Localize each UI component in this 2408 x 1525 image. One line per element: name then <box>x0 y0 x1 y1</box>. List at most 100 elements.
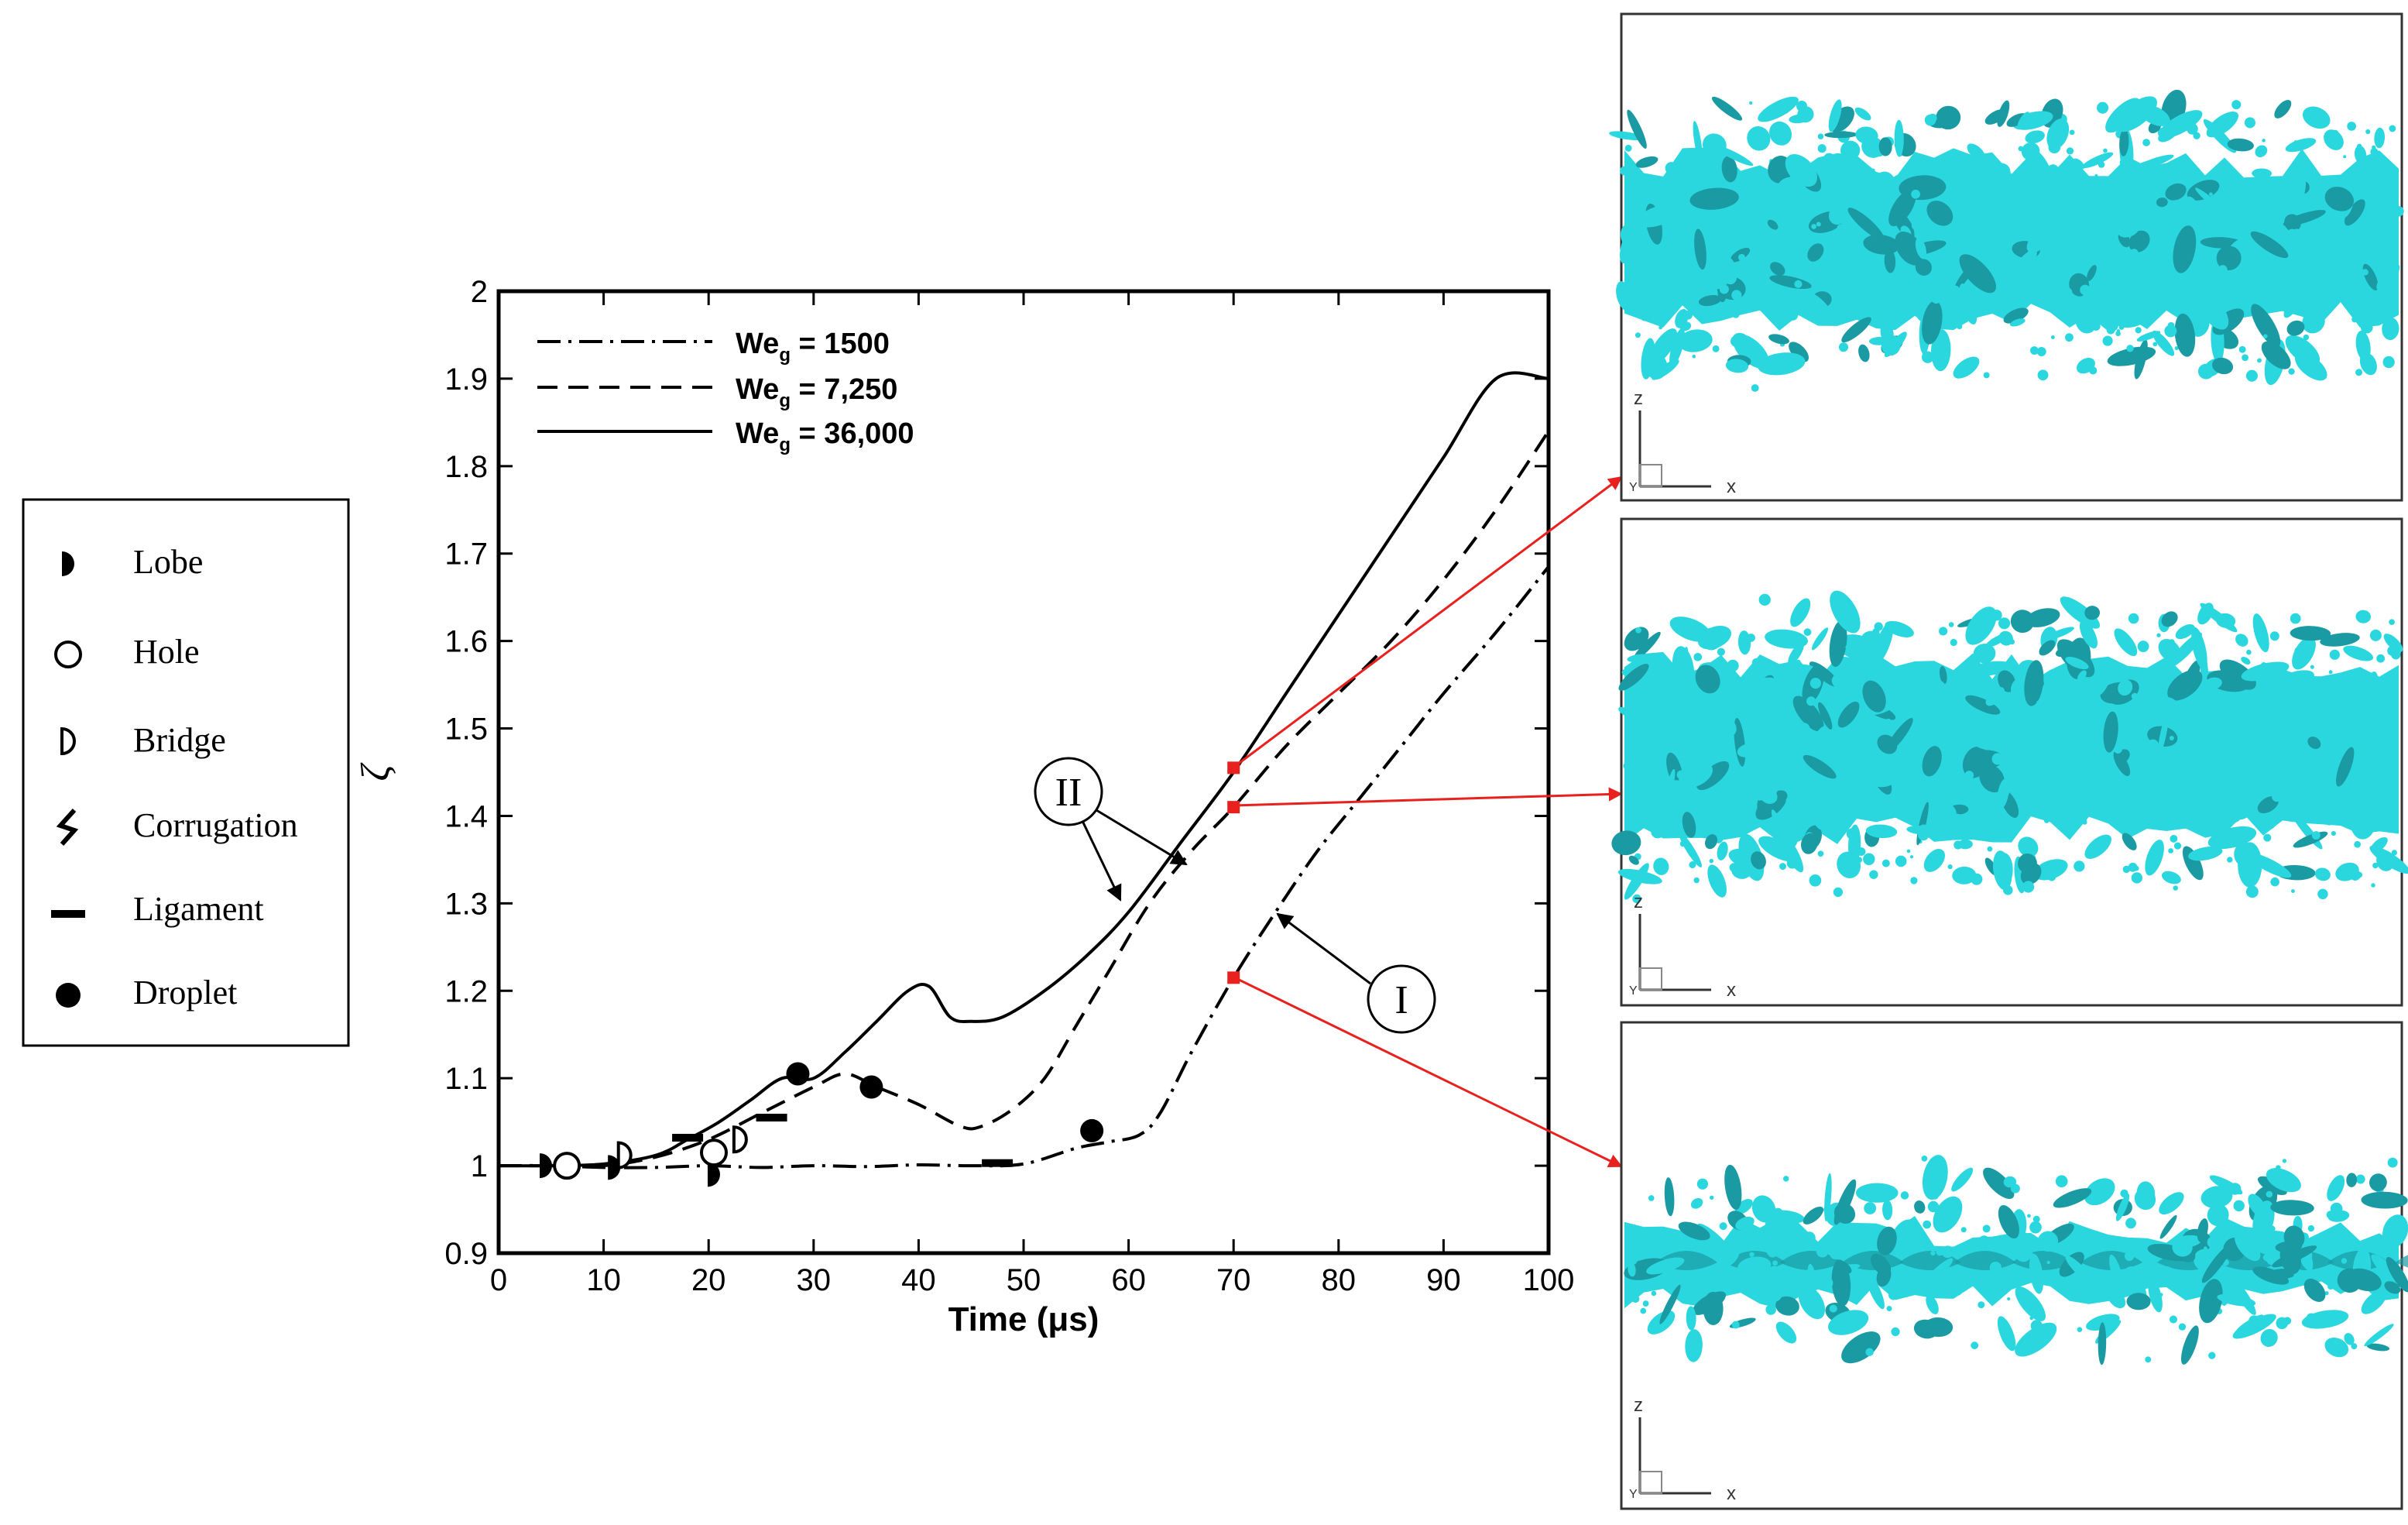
jet-blob <box>1678 1221 1710 1241</box>
callout-label: I <box>1394 978 1408 1022</box>
jet-blob <box>2317 682 2351 716</box>
jet-droplet <box>2371 723 2382 734</box>
jet-blob <box>1790 598 1811 627</box>
jet-droplet <box>2278 204 2285 211</box>
jet-droplet <box>2220 273 2225 278</box>
jet-blob <box>1915 238 1927 259</box>
jet-blob <box>1841 317 1871 343</box>
jet-droplet <box>2248 1315 2260 1327</box>
jet-blob <box>2009 318 2026 327</box>
jet-blob <box>2200 1186 2233 1208</box>
jet-blob <box>1653 857 1669 875</box>
jet-droplet <box>2125 1218 2136 1229</box>
jet-blob <box>1609 131 1644 140</box>
jet-blob <box>1862 680 1886 713</box>
jet-blob <box>2290 626 2331 641</box>
jet-blob <box>1707 864 1727 898</box>
jet-droplet <box>1631 1259 1638 1265</box>
jet-droplet <box>1648 1195 1655 1201</box>
jet-droplet <box>2137 641 2149 653</box>
jet-droplet <box>1693 877 1700 884</box>
jet-droplet <box>2173 885 2178 891</box>
jet-droplet <box>2014 301 2020 307</box>
jet-blob <box>1814 725 1837 750</box>
jet-blob <box>1862 762 1898 788</box>
jet-blob <box>2055 646 2074 658</box>
liquid-jet-render <box>1624 1155 2408 1365</box>
jet-blob <box>1830 590 1861 634</box>
jet-droplet <box>2389 619 2395 626</box>
regime-legend-item-lobe: Lobe <box>62 543 203 581</box>
jet-droplet <box>2030 346 2039 355</box>
jet-droplet <box>2010 1183 2020 1194</box>
jet-blob <box>1724 1164 1742 1211</box>
jet-droplet <box>1987 846 1993 852</box>
jet-droplet <box>2348 797 2358 806</box>
jet-droplet <box>2238 238 2246 246</box>
jet-blob <box>2010 610 2035 634</box>
jet-droplet <box>2083 290 2091 299</box>
jet-blob <box>2158 714 2169 754</box>
jet-droplet <box>1965 658 1977 669</box>
jet-blob <box>2227 138 2254 152</box>
jet-droplet <box>2291 889 2295 893</box>
jet-droplet <box>2048 141 2061 154</box>
jet-droplet <box>2062 676 2074 689</box>
jet-droplet <box>1885 228 1890 233</box>
jet-droplet <box>1837 224 1845 233</box>
jet-droplet <box>2039 204 2046 211</box>
jet-droplet <box>2372 145 2376 149</box>
jet-droplet <box>1849 646 1859 655</box>
jet-blob <box>1683 156 1712 177</box>
regime-legend-label: Bridge <box>133 721 226 759</box>
jet-droplet <box>2221 228 2228 235</box>
jet-blob <box>2386 1256 2408 1293</box>
jet-droplet <box>1911 189 1920 199</box>
jet-droplet <box>1802 208 1815 220</box>
jet-blob <box>2253 732 2266 744</box>
jet-droplet <box>2360 243 2372 255</box>
jet-blob <box>2250 231 2289 259</box>
jet-blob <box>2197 363 2214 380</box>
jet-blob <box>1691 806 1716 840</box>
jet-droplet <box>2064 333 2074 342</box>
jet-blob <box>2172 1238 2193 1257</box>
jet-blob <box>2335 862 2359 881</box>
regime-legend-label: Lobe <box>133 543 203 581</box>
jet-droplet <box>1941 751 1947 758</box>
jet-blob <box>1997 778 2009 809</box>
jet-droplet <box>2043 304 2050 311</box>
jet-droplet <box>2221 730 2226 735</box>
jet-droplet <box>1823 153 1836 165</box>
jet-blob <box>2219 659 2256 690</box>
regime-legend-item-ligament: Ligament <box>51 890 264 928</box>
regime-legend-item-droplet: Droplet <box>56 974 237 1012</box>
jet-blob <box>2075 795 2084 806</box>
jet-droplet <box>2007 1297 2011 1301</box>
jet-blob <box>1959 254 1996 294</box>
jet-droplet <box>1905 809 1912 816</box>
jet-droplet <box>1864 1202 1877 1214</box>
jet-droplet <box>2194 745 2204 756</box>
jet-blob <box>1902 668 1922 696</box>
jet-droplet <box>1623 762 1631 770</box>
jet-droplet <box>2206 778 2214 787</box>
jet-droplet <box>2262 139 2266 143</box>
jet-blob <box>2128 230 2150 252</box>
jet-droplet <box>1833 734 1844 746</box>
marker-ligament <box>672 1133 704 1142</box>
jet-blob <box>1843 781 1868 821</box>
jet-droplet <box>1905 740 1916 751</box>
callout-label: II <box>1055 771 1082 815</box>
series-line-0 <box>499 565 1549 1170</box>
jet-blob <box>1936 105 1961 130</box>
jet-blob <box>1686 1306 1696 1331</box>
x-tick-label: 50 <box>1007 1263 1041 1297</box>
jet-droplet <box>2355 1174 2365 1184</box>
jet-droplet <box>2022 881 2035 893</box>
jet-blob <box>1933 1196 1963 1233</box>
jet-blob <box>1877 1226 1897 1255</box>
jet-droplet <box>1785 795 1797 807</box>
jet-blob <box>2084 834 2112 859</box>
jet-blob <box>1685 1329 1703 1362</box>
